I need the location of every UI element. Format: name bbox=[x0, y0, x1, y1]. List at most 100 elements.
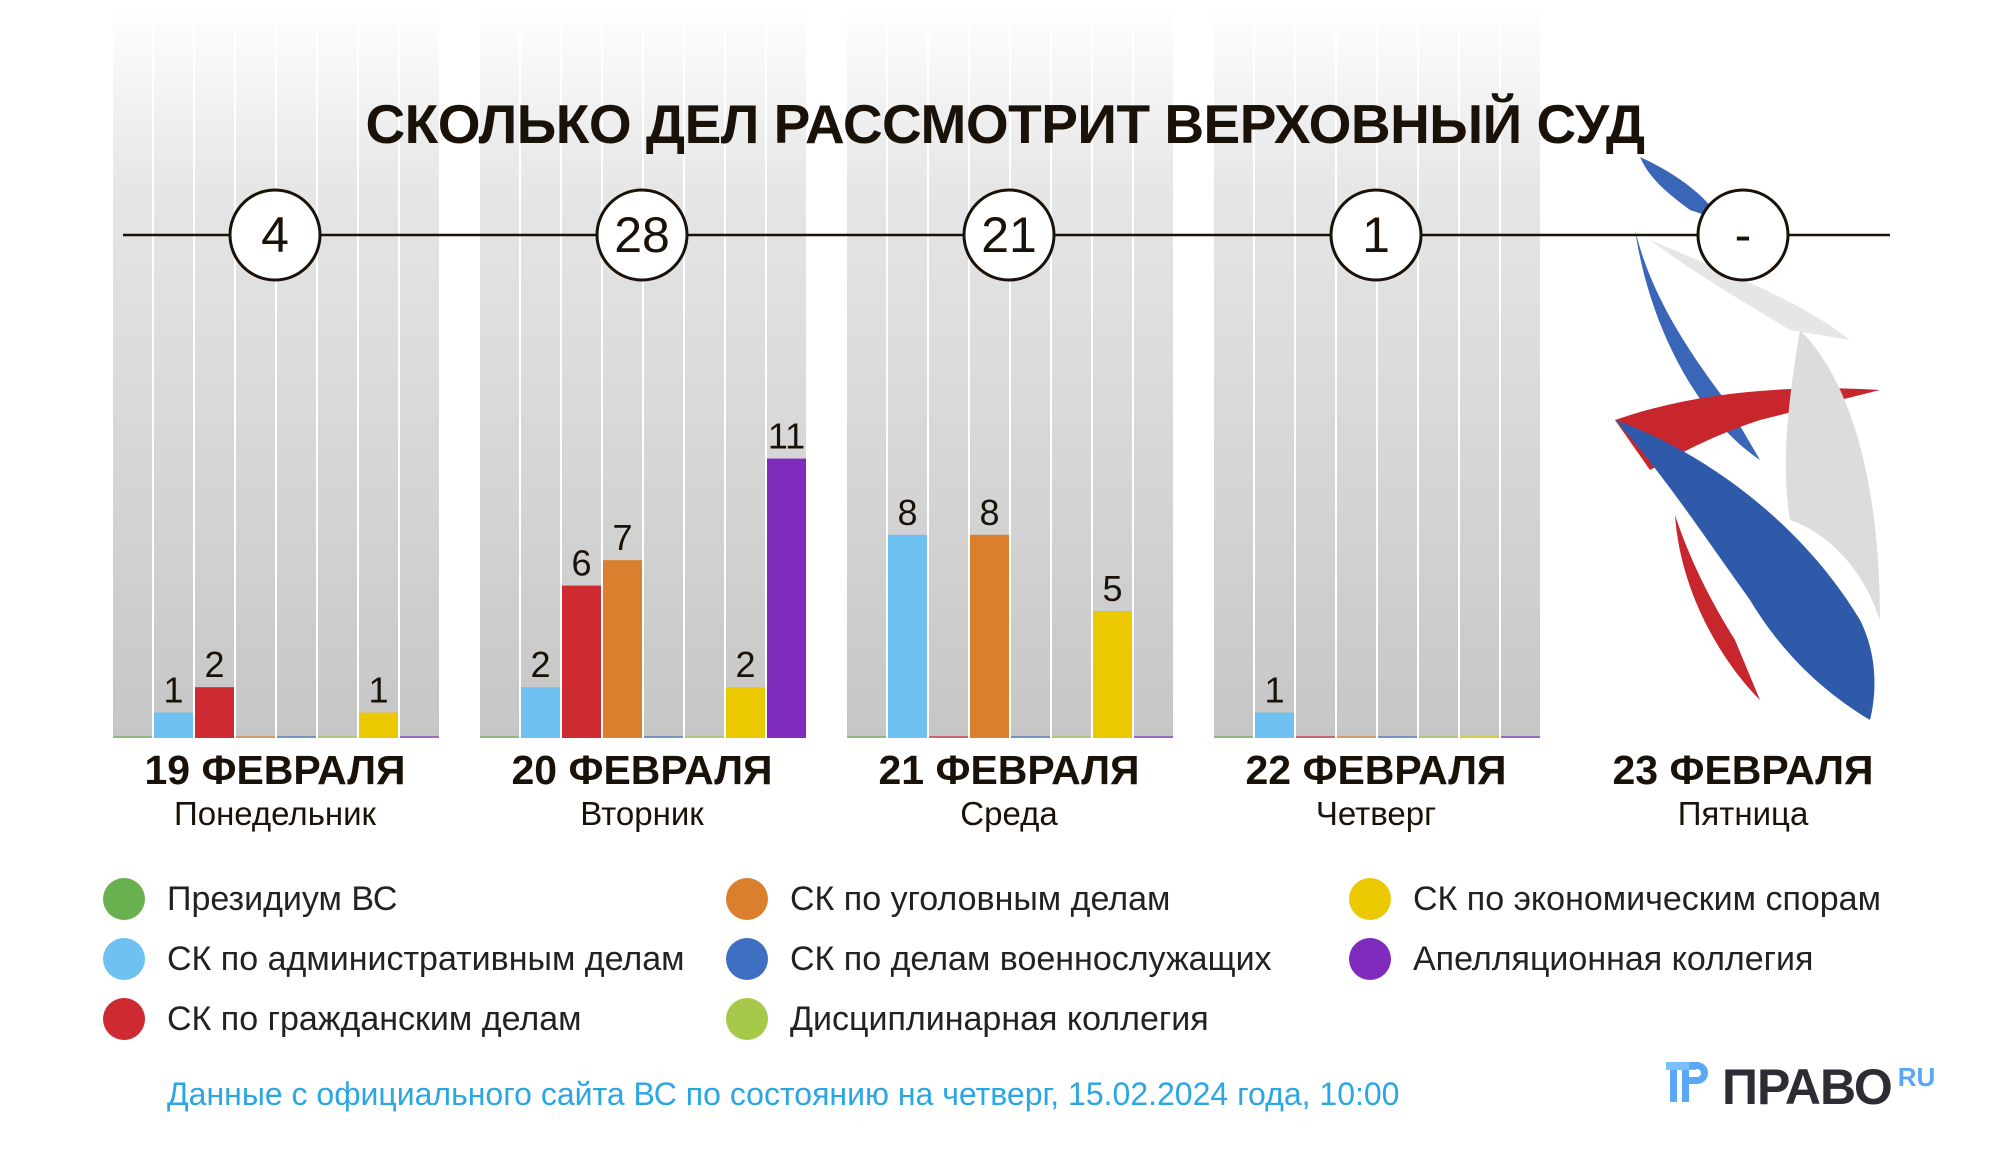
source-note: Данные с официального сайта ВС по состоя… bbox=[167, 1076, 1400, 1112]
weekday-label: Вторник bbox=[580, 795, 704, 832]
column-background bbox=[1460, 5, 1499, 738]
column-background bbox=[1255, 5, 1294, 738]
column-baseline bbox=[1296, 736, 1335, 738]
column-background bbox=[1214, 5, 1253, 738]
bar-value-label: 2 bbox=[735, 644, 755, 685]
legend-swatch bbox=[103, 998, 145, 1040]
legend-item: Дисциплинарная коллегия bbox=[726, 998, 1209, 1040]
pravo-ru-logo: ПРАВО RU bbox=[1666, 1062, 1935, 1112]
column-background bbox=[1052, 5, 1091, 738]
bar bbox=[726, 687, 765, 738]
column-background bbox=[1501, 5, 1540, 738]
weekday-label: Четверг bbox=[1315, 795, 1437, 832]
column-background bbox=[1378, 5, 1417, 738]
column-baseline bbox=[929, 736, 968, 738]
column-baseline bbox=[480, 736, 519, 738]
column-background bbox=[644, 5, 683, 738]
column-background bbox=[480, 5, 519, 738]
column-background bbox=[929, 5, 968, 738]
column-background bbox=[195, 5, 234, 738]
bar-value-label: 8 bbox=[979, 492, 999, 533]
column-baseline bbox=[277, 736, 316, 738]
legend-label: СК по экономическим спорам bbox=[1413, 879, 1881, 918]
bar bbox=[359, 712, 398, 738]
total-value: 4 bbox=[261, 207, 289, 263]
column-baseline bbox=[1460, 736, 1499, 738]
legend-item: СК по делам военнослужащих bbox=[726, 938, 1272, 980]
bar bbox=[154, 712, 193, 738]
date-label: 23 ФЕВРАЛЯ bbox=[1612, 747, 1874, 793]
bar bbox=[562, 585, 601, 738]
total-circle bbox=[595, 188, 689, 282]
bar bbox=[1255, 712, 1294, 738]
total-circle bbox=[1696, 188, 1790, 282]
column-background bbox=[359, 5, 398, 738]
column-baseline bbox=[1378, 736, 1417, 738]
column-background bbox=[685, 5, 724, 738]
column-background bbox=[236, 5, 275, 738]
total-value: 28 bbox=[614, 207, 670, 263]
column-background bbox=[113, 5, 152, 738]
column-baseline bbox=[847, 736, 886, 738]
total-circle bbox=[1329, 188, 1423, 282]
column-baseline bbox=[113, 736, 152, 738]
date-label: 19 ФЕВРАЛЯ bbox=[144, 747, 406, 793]
total-value: 21 bbox=[981, 207, 1037, 263]
bar-value-label: 7 bbox=[612, 517, 632, 558]
column-baseline bbox=[1214, 736, 1253, 738]
bar-value-label: 6 bbox=[571, 543, 591, 584]
weekday-label: Среда bbox=[960, 795, 1058, 832]
legend-label: СК по уголовным делам bbox=[790, 879, 1171, 918]
pravo-logo-icon bbox=[1666, 1062, 1708, 1102]
chart-title: СКОЛЬКО ДЕЛ РАССМОТРИТ ВЕРХОВНЫЙ СУД bbox=[365, 93, 1645, 155]
legend-item: Апелляционная коллегия bbox=[1349, 938, 1813, 980]
column-baseline bbox=[1501, 736, 1540, 738]
bar bbox=[521, 687, 560, 738]
column-background bbox=[726, 5, 765, 738]
legend-swatch bbox=[726, 998, 768, 1040]
total-circle bbox=[962, 188, 1056, 282]
column-baseline bbox=[1134, 736, 1173, 738]
column-background bbox=[847, 5, 886, 738]
weekday-label: Понедельник bbox=[174, 795, 376, 832]
legend-label: Дисциплинарная коллегия bbox=[790, 999, 1209, 1038]
total-circle bbox=[228, 188, 322, 282]
column-background bbox=[1134, 5, 1173, 738]
legend-label: СК по административным делам bbox=[167, 939, 685, 978]
column-baseline bbox=[1419, 736, 1458, 738]
legend-item: Президиум ВС bbox=[103, 878, 397, 920]
bar-value-label: 1 bbox=[368, 670, 388, 711]
bar-value-label: 8 bbox=[897, 492, 917, 533]
column-background bbox=[1337, 5, 1376, 738]
tricolor-ribbon-decoration bbox=[1615, 157, 1880, 720]
legend-swatch bbox=[103, 938, 145, 980]
column-baseline bbox=[1011, 736, 1050, 738]
column-background bbox=[154, 5, 193, 738]
bar bbox=[195, 687, 234, 738]
bar-value-label: 5 bbox=[1102, 568, 1122, 609]
bar-value-label: 1 bbox=[163, 670, 183, 711]
legend-swatch bbox=[103, 878, 145, 920]
column-background bbox=[318, 5, 357, 738]
bar-value-label: 1 bbox=[1264, 670, 1284, 711]
column-background bbox=[521, 5, 560, 738]
bar bbox=[1093, 611, 1132, 738]
column-baseline bbox=[1052, 736, 1091, 738]
column-baseline bbox=[400, 736, 439, 738]
legend-swatch bbox=[726, 938, 768, 980]
bar bbox=[888, 534, 927, 738]
total-value: 1 bbox=[1362, 207, 1390, 263]
column-background bbox=[400, 5, 439, 738]
date-label: 21 ФЕВРАЛЯ bbox=[878, 747, 1140, 793]
legend-item: СК по административным делам bbox=[103, 938, 685, 980]
legend-item: СК по гражданским делам bbox=[103, 998, 582, 1040]
legend-label: СК по делам военнослужащих bbox=[790, 939, 1272, 978]
legend-swatch bbox=[1349, 938, 1391, 980]
legend-label: Апелляционная коллегия bbox=[1413, 939, 1814, 978]
legend-item: СК по экономическим спорам bbox=[1349, 878, 1881, 920]
bar-value-label: 2 bbox=[530, 644, 550, 685]
date-label: 22 ФЕВРАЛЯ bbox=[1245, 747, 1507, 793]
bar bbox=[767, 458, 806, 738]
bar-value-label: 2 bbox=[204, 644, 224, 685]
